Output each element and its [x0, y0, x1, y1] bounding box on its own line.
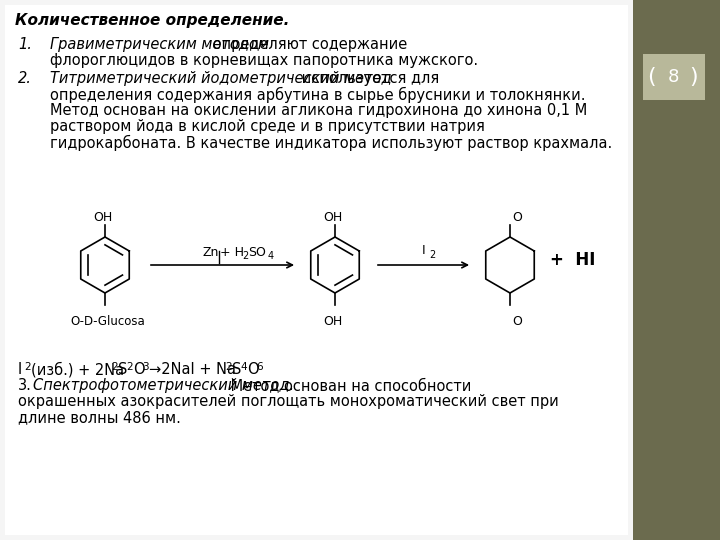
Text: O: O — [247, 362, 258, 377]
Text: 3.: 3. — [18, 378, 32, 393]
Text: 6: 6 — [256, 362, 263, 372]
Text: 8: 8 — [667, 68, 679, 86]
Bar — [5, 5, 628, 535]
Text: 2: 2 — [225, 362, 232, 372]
Text: (: ( — [647, 67, 656, 87]
Text: 2: 2 — [111, 362, 117, 372]
Text: определения содержания арбутина в сырье брусники и толокнянки.: определения содержания арбутина в сырье … — [50, 87, 585, 103]
Text: 2: 2 — [430, 250, 436, 260]
Text: Метод основан на способности: Метод основан на способности — [226, 378, 472, 393]
Text: O: O — [512, 211, 522, 224]
Text: Количественное определение.: Количественное определение. — [15, 13, 289, 28]
Bar — [643, 54, 705, 100]
Text: O: O — [512, 315, 522, 328]
Text: OH: OH — [323, 211, 342, 224]
Text: ): ) — [689, 67, 698, 87]
Text: раствором йода в кислой среде и в присутствии натрия: раствором йода в кислой среде и в присут… — [50, 119, 485, 134]
Text: определяют содержание: определяют содержание — [208, 37, 408, 52]
Text: длине волны 486 нм.: длине волны 486 нм. — [18, 410, 181, 425]
Text: (изб.) + 2Na: (изб.) + 2Na — [31, 362, 124, 377]
Text: O-D-Glucosa: O-D-Glucosa — [70, 315, 145, 328]
Text: 2: 2 — [24, 362, 31, 372]
Text: используется для: используется для — [297, 71, 439, 86]
Text: S: S — [118, 362, 127, 377]
Text: флороглюцидов в корневищах папоротника мужского.: флороглюцидов в корневищах папоротника м… — [50, 53, 478, 68]
Text: O: O — [133, 362, 145, 377]
Text: Zn: Zn — [202, 246, 219, 259]
Bar — [633, 0, 720, 540]
Text: SO: SO — [248, 246, 266, 259]
Text: Метод основан на окислении агликона гидрохинона до хинона 0,1 М: Метод основан на окислении агликона гидр… — [50, 103, 588, 118]
Text: OH: OH — [323, 315, 342, 328]
Text: S: S — [232, 362, 241, 377]
Text: 2: 2 — [243, 251, 248, 261]
Text: OH: OH — [93, 211, 112, 224]
Text: окрашенных азокрасителей поглощать монохроматический свет при: окрашенных азокрасителей поглощать монох… — [18, 394, 559, 409]
Text: 4: 4 — [240, 362, 247, 372]
Text: I: I — [18, 362, 22, 377]
Text: 1.: 1. — [18, 37, 32, 52]
Text: + H: + H — [220, 246, 245, 259]
Text: →2NaI + Na: →2NaI + Na — [149, 362, 236, 377]
Text: +  HI: + HI — [550, 251, 595, 269]
Text: Гравиметрическим методом: Гравиметрическим методом — [50, 37, 269, 52]
Text: 2.: 2. — [18, 71, 32, 86]
Bar — [0, 0, 633, 540]
Text: гидрокарбоната. В качестве индикатора используют раствор крахмала.: гидрокарбоната. В качестве индикатора ис… — [50, 135, 612, 151]
Text: 2: 2 — [126, 362, 132, 372]
Text: 3: 3 — [142, 362, 148, 372]
Text: I: I — [422, 244, 426, 257]
Text: 4: 4 — [268, 251, 274, 261]
Text: Титриметрический йодометрический метод: Титриметрический йодометрический метод — [50, 71, 392, 86]
Text: Спектрофотометрический метод.: Спектрофотометрический метод. — [33, 378, 294, 393]
